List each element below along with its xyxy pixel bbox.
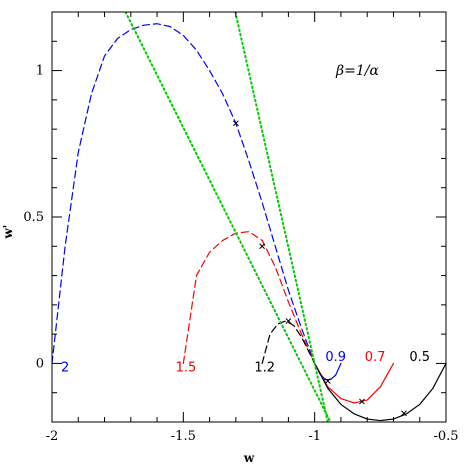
marker-0 [233,120,239,127]
y-axis-label: w' [1,225,15,240]
markers-layer [233,120,407,417]
curve-label-2: 2 [61,361,69,376]
curve-label-1.2: 1.2 [254,361,275,376]
curve-label-1.5: 1.5 [176,361,197,376]
x-tick-label: -2 [46,429,59,444]
series-line-0.5 [314,362,446,422]
x-tick-label: -1 [308,429,321,444]
annotation-beta-alpha: β=1/α [335,63,379,79]
series-line-guide-6 [124,12,332,422]
frame-layer [51,11,447,423]
marker-2 [285,318,292,324]
series-line-0.7 [314,362,395,404]
series-line-2 [52,23,316,365]
labels-layer: -2 -1.5 -1 -0.5 0 0.5 1 2 1.5 1.2 0.9 0.7 0.5 [23,64,458,444]
x-axis-label: w [243,451,255,465]
marker-5 [401,410,407,417]
y-tick-label: 0.5 [23,210,44,225]
y-tick-label: 0 [36,356,44,371]
curve-label-0.9: 0.9 [325,350,346,365]
series-line-1.5 [182,231,316,365]
curve-label-0.7: 0.7 [365,350,386,365]
series-line-guide-7 [234,12,329,422]
marker-1 [259,243,265,250]
x-tick-label: -0.5 [433,429,458,444]
y-tick-label: 1 [36,64,44,79]
x-tick-label: -1.5 [171,429,196,444]
marker-3 [324,378,331,384]
marker-4 [359,398,365,405]
curve-label-0.5: 0.5 [409,350,430,365]
curves-layer [52,12,446,422]
